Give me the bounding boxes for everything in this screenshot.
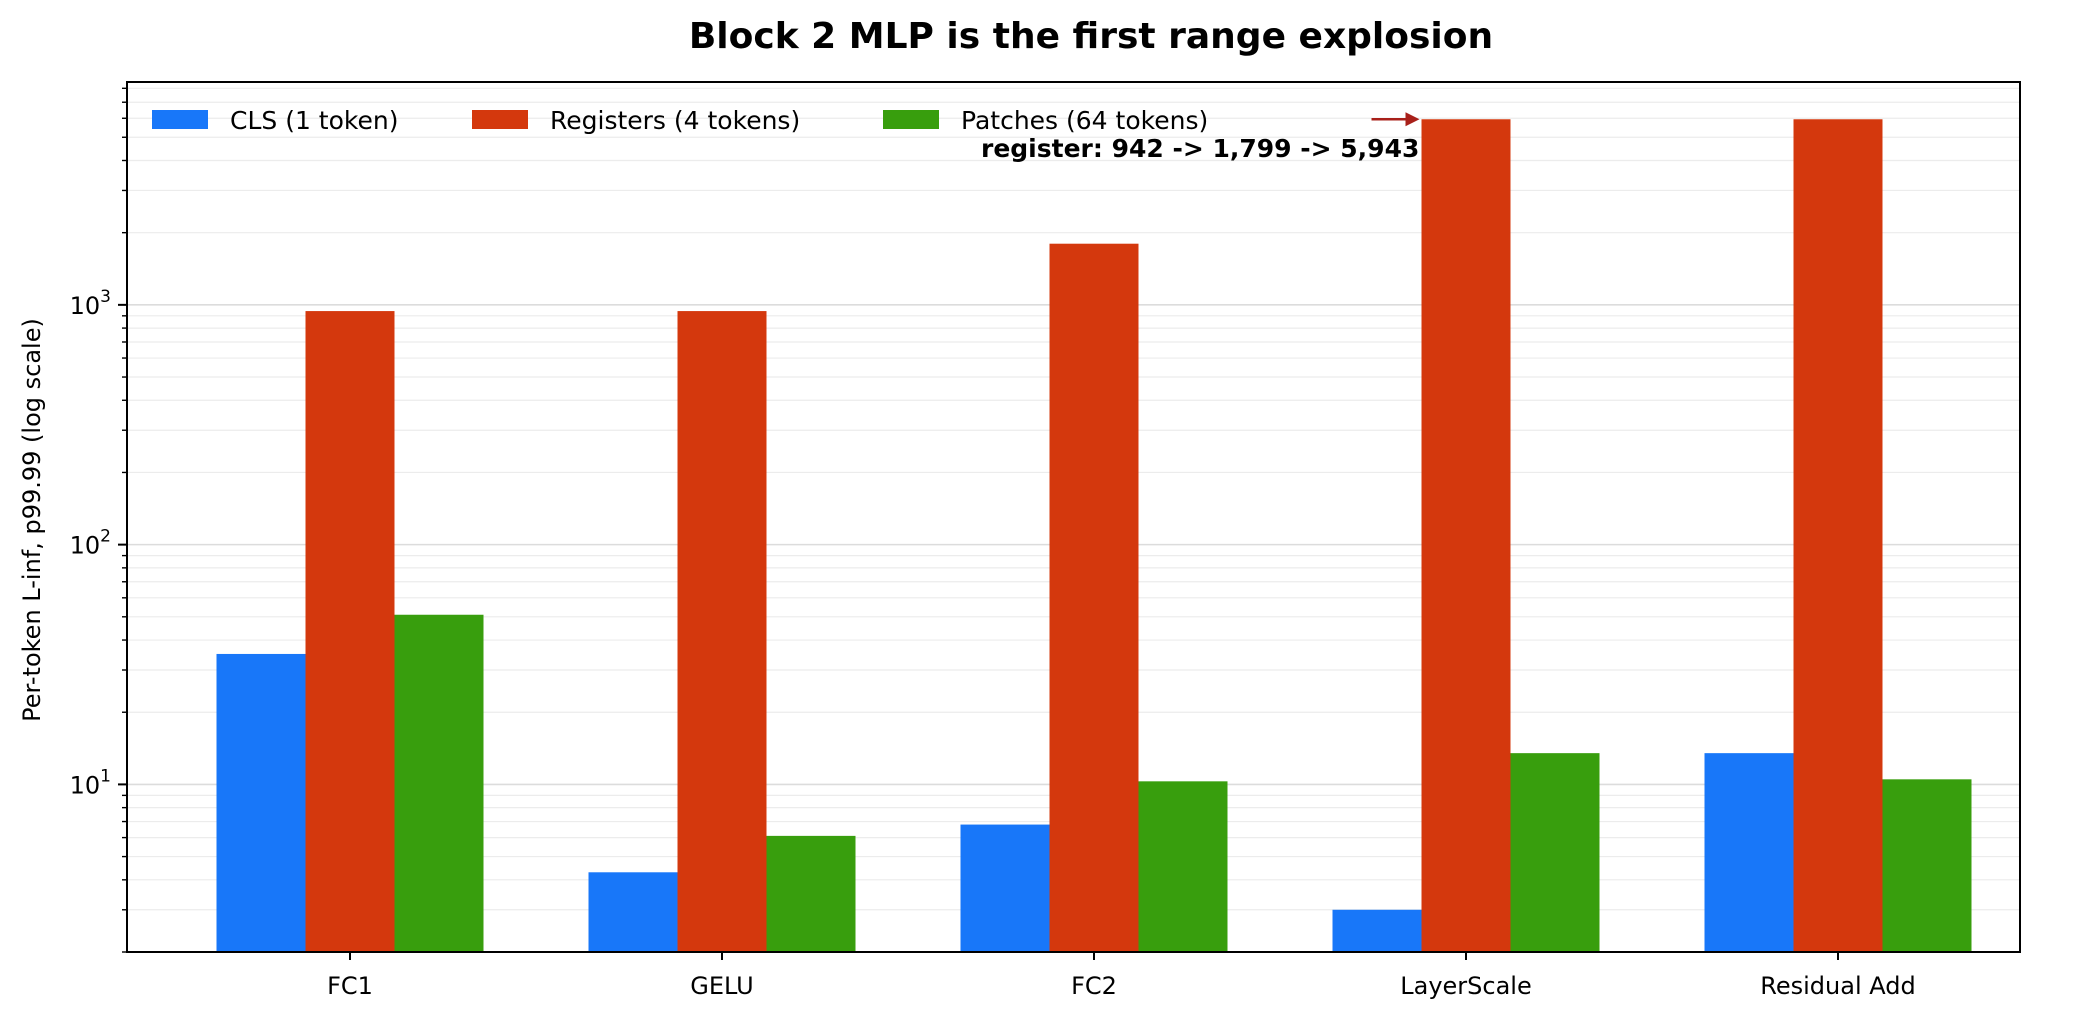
x-tick-label: Residual Add xyxy=(1760,972,1915,1000)
annotation-arrow-head xyxy=(1405,112,1420,127)
y-axis-label: Per-token L-inf, p99.99 (log scale) xyxy=(18,318,46,722)
x-tick-label: FC1 xyxy=(327,972,373,1000)
legend-label: CLS (1 token) xyxy=(230,106,398,135)
bar-patches-fc2 xyxy=(1138,781,1228,952)
bar-patches-residual-add xyxy=(1882,779,1972,952)
legend: CLS (1 token) Registers (4 tokens) Patches… xyxy=(152,106,1208,135)
bar-cls-residual-add xyxy=(1704,753,1794,952)
plot-frame xyxy=(126,81,2021,953)
chart-title: Block 2 MLP is the first range explosion xyxy=(689,16,1493,57)
legend-label: Registers (4 tokens) xyxy=(550,106,800,135)
axis-ticks: FC1 GELU FC2 LayerScale Residual Add 101 102 10… xyxy=(70,87,1916,1000)
bar-registers-fc2 xyxy=(1049,243,1139,952)
bar-registers-residual-add xyxy=(1793,119,1883,952)
bars xyxy=(216,119,1972,952)
y-tick-label: 102 xyxy=(70,527,111,560)
x-tick-label: LayerScale xyxy=(1400,972,1531,1000)
bar-registers-fc1 xyxy=(305,311,395,952)
bar-patches-layerscale xyxy=(1510,753,1600,952)
bar-cls-fc2 xyxy=(960,824,1050,952)
annotation: register: 942 -> 1,799 -> 5,943 xyxy=(981,112,1420,163)
bar-cls-layerscale xyxy=(1332,909,1422,952)
legend-label: Patches (64 tokens) xyxy=(961,106,1208,135)
y-tick-label: 101 xyxy=(70,766,111,799)
bar-cls-fc1 xyxy=(216,653,306,952)
legend-swatch xyxy=(152,110,208,129)
bar-patches-gelu xyxy=(766,835,856,952)
bar-cls-gelu xyxy=(588,872,678,952)
annotation-text: register: 942 -> 1,799 -> 5,943 xyxy=(981,134,1419,163)
x-tick-label: GELU xyxy=(690,972,754,1000)
x-tick-label: FC2 xyxy=(1071,972,1117,1000)
legend-swatch xyxy=(883,110,939,129)
bar-registers-layerscale xyxy=(1421,119,1511,952)
bar-patches-fc1 xyxy=(394,614,484,952)
legend-swatch xyxy=(472,110,528,129)
bar-registers-gelu xyxy=(677,311,767,952)
y-tick-label: 103 xyxy=(70,287,111,320)
